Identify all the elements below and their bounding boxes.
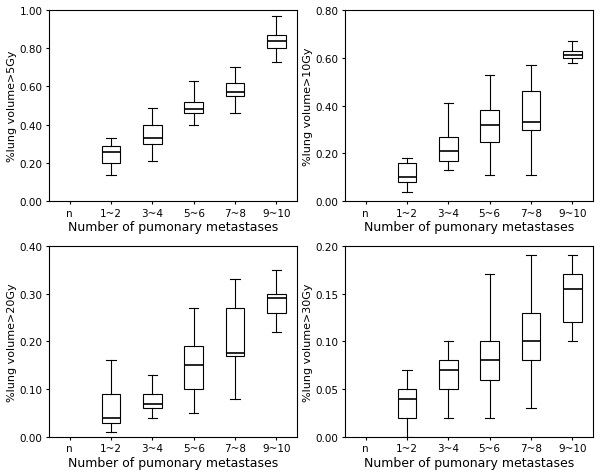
PathPatch shape	[184, 347, 203, 389]
PathPatch shape	[102, 147, 121, 164]
PathPatch shape	[226, 308, 244, 356]
PathPatch shape	[143, 394, 161, 408]
PathPatch shape	[439, 138, 458, 161]
PathPatch shape	[398, 389, 416, 418]
PathPatch shape	[481, 111, 499, 142]
Y-axis label: %lung volume>5Gy: %lung volume>5Gy	[7, 51, 17, 162]
PathPatch shape	[481, 342, 499, 380]
PathPatch shape	[522, 92, 541, 130]
Y-axis label: %lung volume>10Gy: %lung volume>10Gy	[303, 47, 313, 166]
X-axis label: Number of pumonary metastases: Number of pumonary metastases	[364, 221, 574, 234]
PathPatch shape	[398, 164, 416, 183]
PathPatch shape	[563, 51, 581, 59]
PathPatch shape	[102, 394, 121, 423]
PathPatch shape	[522, 313, 541, 361]
PathPatch shape	[439, 361, 458, 389]
PathPatch shape	[267, 36, 286, 49]
PathPatch shape	[267, 294, 286, 313]
Y-axis label: %lung volume>30Gy: %lung volume>30Gy	[303, 282, 313, 401]
X-axis label: Number of pumonary metastases: Number of pumonary metastases	[68, 221, 278, 234]
X-axis label: Number of pumonary metastases: Number of pumonary metastases	[68, 456, 278, 469]
PathPatch shape	[143, 126, 161, 145]
Y-axis label: %lung volume>20Gy: %lung volume>20Gy	[7, 282, 17, 401]
PathPatch shape	[563, 275, 581, 323]
PathPatch shape	[226, 83, 244, 97]
X-axis label: Number of pumonary metastases: Number of pumonary metastases	[364, 456, 574, 469]
PathPatch shape	[184, 103, 203, 114]
